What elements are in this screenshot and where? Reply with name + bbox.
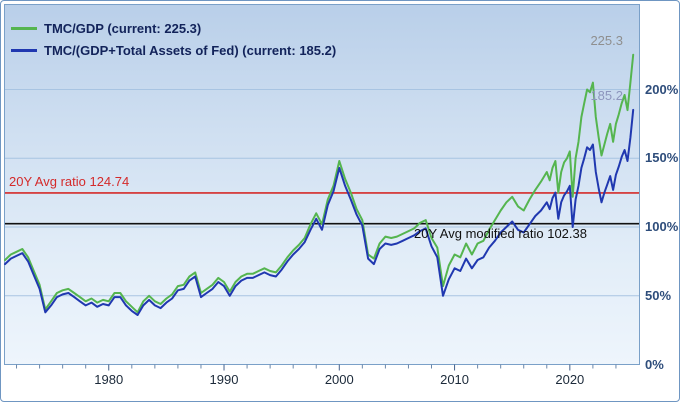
legend-item-tmc-gdp-fed[interactable]: TMC/(GDP+Total Assets of Fed) (current: … <box>11 39 336 61</box>
series-line-tmc-gdp-fed <box>4 108 635 316</box>
avg-modified-ratio-line-label: 20Y Avg modified ratio 102.38 <box>414 225 587 241</box>
legend: TMC/GDP (current: 225.3) TMC/(GDP+Total … <box>11 17 336 61</box>
current-value-tmc-gdp: 225.3 <box>590 32 623 48</box>
green-line-swatch-icon <box>11 26 37 30</box>
legend-item-tmc-gdp[interactable]: TMC/GDP (current: 225.3) <box>11 17 336 39</box>
blue-line-swatch-icon <box>11 48 37 52</box>
legend-label-tmc-gdp-fed: TMC/(GDP+Total Assets of Fed) (current: … <box>44 42 337 58</box>
legend-label-tmc-gdp: TMC/GDP (current: 225.3) <box>44 20 202 36</box>
avg-ratio-line-label: 20Y Avg ratio 124.74 <box>9 173 130 189</box>
current-value-tmc-gdp-fed: 185.2 <box>590 87 623 103</box>
series-line-tmc-gdp <box>4 53 635 314</box>
